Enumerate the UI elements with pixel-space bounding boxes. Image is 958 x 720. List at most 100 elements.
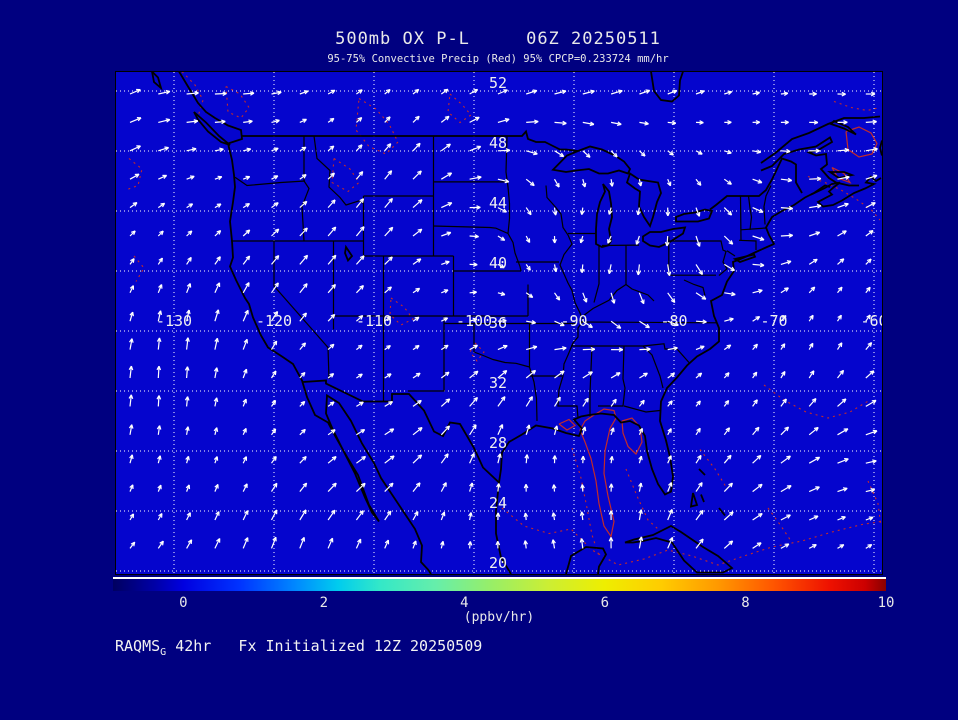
- wind-arrow: [440, 482, 447, 492]
- wind-arrow: [299, 174, 307, 180]
- wind-arrow: [327, 283, 336, 294]
- wind-arrow: [129, 484, 134, 492]
- wind-arrow: [469, 424, 477, 436]
- wind-arrow: [497, 178, 510, 184]
- wind-arrow: [665, 207, 671, 217]
- wind-arrow: [497, 89, 508, 95]
- plot-subtitle: 95-75% Convective Precip (Red) 95% CPCP=…: [327, 53, 669, 65]
- wind-arrow: [554, 120, 567, 126]
- wind-arrow: [440, 540, 445, 549]
- lat-tick-label: 20: [489, 554, 507, 572]
- wind-arrow: [299, 312, 307, 322]
- wind-arrow: [780, 315, 787, 322]
- wind-arrow: [384, 455, 395, 464]
- wind-arrow: [752, 119, 760, 125]
- wind-arrow: [780, 370, 786, 379]
- wind-arrow: [723, 427, 731, 436]
- wind-arrow: [412, 482, 421, 492]
- wind-arrow: [186, 203, 194, 209]
- wind-arrow: [780, 543, 790, 549]
- wind-arrow: [270, 509, 278, 521]
- wind-arrow: [610, 427, 615, 435]
- wind-arrow: [384, 226, 394, 237]
- wind-arrow: [469, 370, 479, 379]
- wind-arrow: [695, 264, 703, 276]
- wind-arrow: [412, 142, 421, 152]
- wind-arrow: [723, 540, 734, 549]
- wind-arrow: [384, 345, 391, 351]
- wind-arrow: [638, 455, 643, 464]
- wind-arrow: [469, 317, 478, 323]
- wind-arrow: [158, 174, 168, 180]
- wind-arrow: [327, 199, 336, 209]
- wind-arrow: [579, 538, 585, 549]
- wind-arrow: [667, 150, 674, 156]
- wind-arrow: [667, 536, 674, 549]
- wind-arrow: [809, 176, 822, 182]
- wind-arrow: [780, 287, 789, 294]
- wind-arrow: [580, 264, 585, 274]
- wind-arrow: [185, 426, 190, 435]
- wind-arrow: [156, 395, 162, 407]
- wind-arrow: [554, 370, 565, 379]
- wind-arrow: [214, 203, 222, 209]
- wind-arrow: [608, 537, 614, 549]
- wind-arrow: [808, 456, 821, 464]
- wind-arrow: [809, 120, 819, 125]
- wind-arrow: [780, 148, 791, 154]
- wind-arrow: [129, 311, 134, 322]
- wind-arrow: [157, 513, 163, 521]
- wind-arrow: [497, 148, 511, 153]
- wind-arrow: [157, 202, 166, 209]
- axis-label-layer: 52 48 44 40 36 32 28 24 20 -130 -120 -110 -100 -90 -80…: [156, 74, 882, 572]
- wind-arrow: [554, 346, 567, 351]
- wind-arrow: [780, 177, 793, 183]
- wind-arrow: [129, 285, 134, 294]
- wind-arrow: [667, 509, 673, 521]
- wind-arrow: [186, 512, 191, 521]
- wind-arrow: [356, 315, 364, 322]
- wind-arrow: [468, 512, 473, 521]
- wind-arrow: [667, 455, 672, 464]
- wind-arrow: [412, 372, 421, 379]
- wind-arrow: [412, 316, 420, 322]
- wind-arrow: [752, 454, 762, 464]
- wind-arrow: [441, 289, 449, 294]
- wind-arrow: [129, 258, 135, 265]
- wind-arrow: [271, 399, 277, 407]
- wind-arrow: [837, 258, 845, 265]
- colorbar-gradient: [113, 579, 886, 591]
- wind-arrow: [327, 401, 335, 407]
- wind-arrow: [780, 398, 787, 407]
- wind-arrow: [865, 174, 878, 180]
- wind-arrow: [271, 255, 280, 265]
- wind-arrow: [525, 264, 531, 271]
- wind-arrow: [270, 536, 277, 549]
- wind-arrow: [723, 482, 733, 493]
- wind-arrow: [809, 231, 821, 237]
- wind-arrow: [214, 175, 223, 181]
- wind-arrow: [865, 342, 873, 350]
- wind-arrow: [865, 147, 878, 152]
- wind-arrow: [243, 91, 255, 96]
- wind-arrow: [214, 282, 221, 294]
- wind-arrow: [214, 511, 220, 521]
- wind-arrow: [808, 286, 816, 294]
- wind-arrow: [495, 540, 501, 549]
- wind-arrow: [552, 235, 557, 244]
- wind-arrow: [467, 541, 473, 549]
- wind-arrow: [837, 544, 845, 549]
- wind-arrow: [469, 145, 482, 152]
- wind-arrow: [553, 264, 558, 273]
- wind-arrow: [214, 147, 224, 153]
- wind-arrow: [723, 511, 734, 521]
- wind-arrow: [327, 482, 337, 493]
- wind-arrow: [752, 371, 758, 379]
- wind-arrow: [327, 172, 335, 180]
- wind-arrow: [723, 207, 733, 216]
- wind-arrow: [355, 171, 364, 180]
- wind-arrow: [554, 150, 565, 158]
- lon-tick-label: -110: [356, 312, 392, 330]
- wind-arrow: [271, 175, 279, 180]
- wind-arrow: [638, 292, 645, 305]
